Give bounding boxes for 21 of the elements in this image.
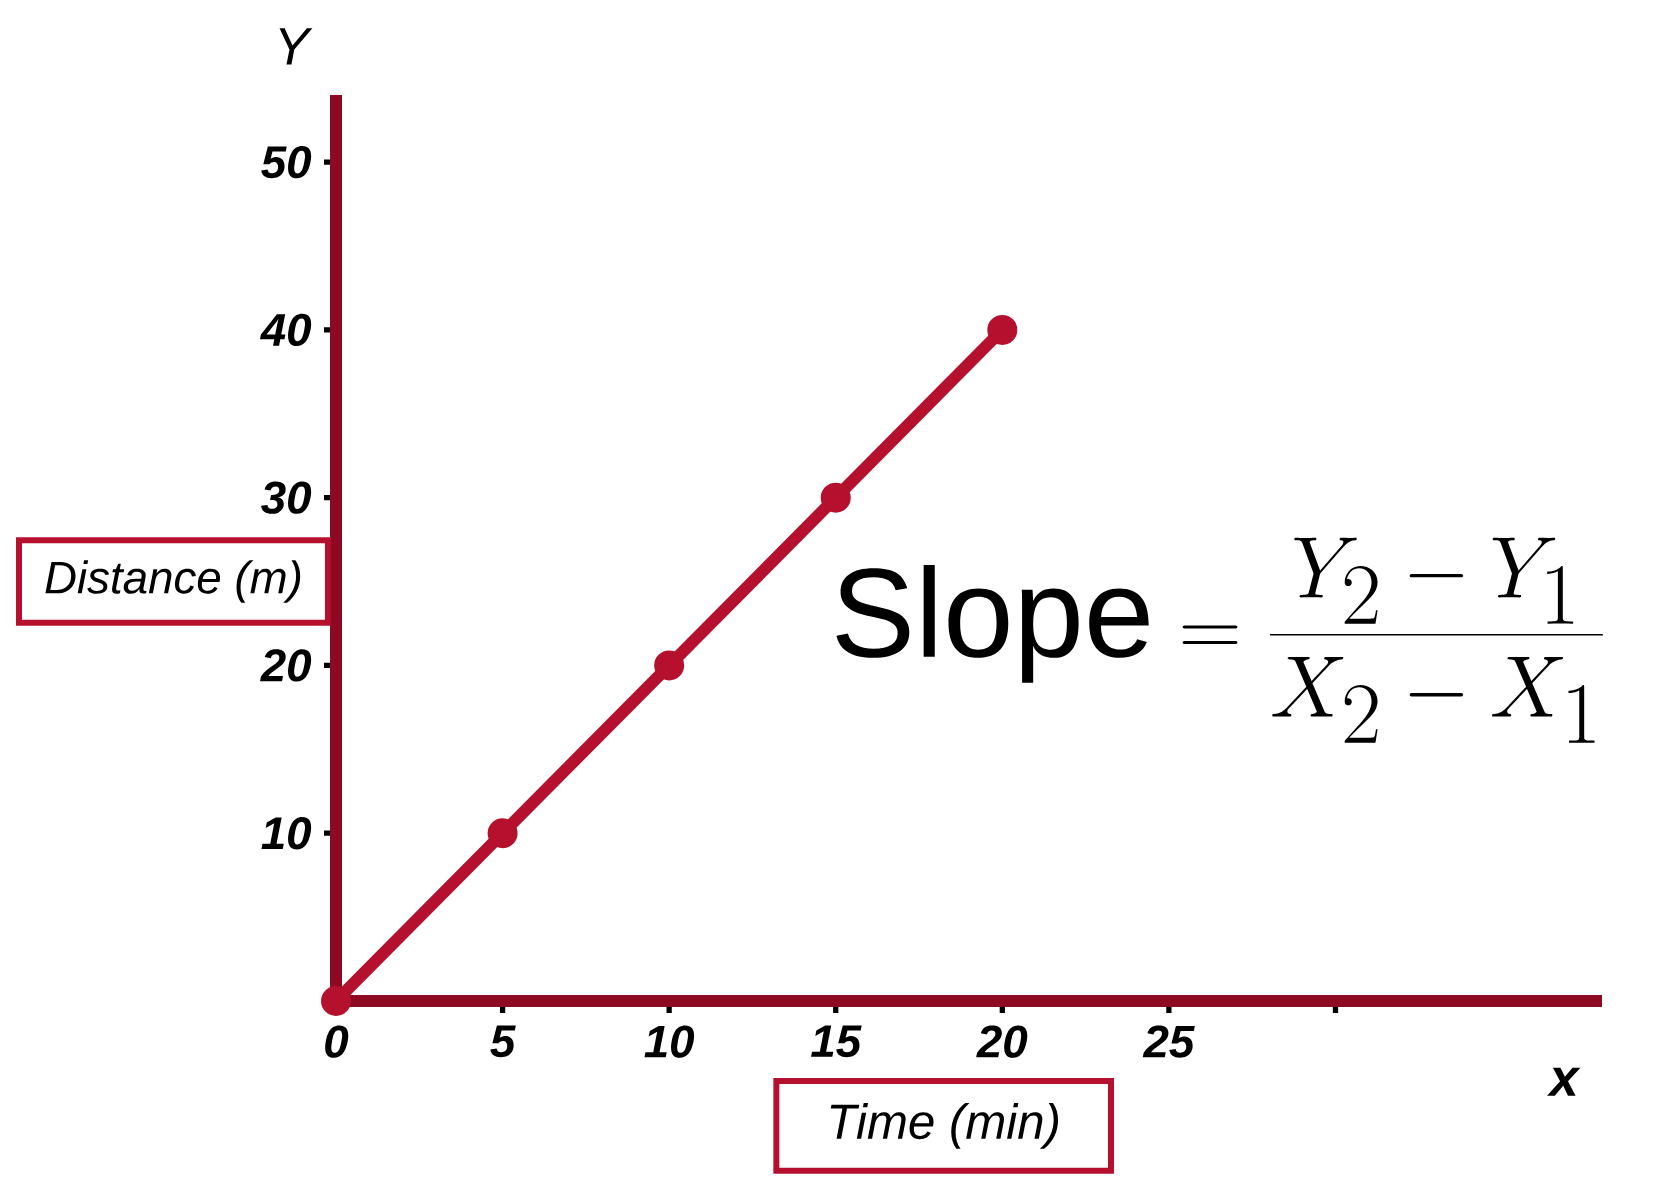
point	[487, 818, 518, 849]
x-axis-title: Time (min)	[830, 1103, 1059, 1149]
point	[820, 482, 851, 513]
point	[654, 650, 685, 681]
x-tick-label: 20	[976, 1025, 1028, 1058]
point	[987, 314, 1018, 345]
x-tick-label: 0	[325, 1025, 349, 1058]
x-tick-label: 15	[811, 1025, 862, 1058]
y-tick-label: 30	[261, 481, 312, 514]
y-tick-label: 50	[261, 145, 312, 179]
y-axis-title: Distance (m)	[45, 560, 301, 603]
text: Y	[279, 28, 313, 65]
point	[321, 986, 351, 1016]
y-tick-label: 20	[260, 649, 312, 682]
x-tick-label: 5	[490, 1025, 516, 1058]
x-tick-label: 10	[644, 1025, 695, 1058]
annotation: $\mathrm{Slope} = \frac{Y_2-Y_1}{X_2-X_1}$	[836, 537, 1603, 743]
text: x	[1547, 1067, 1581, 1096]
y-tick-label: 40	[259, 313, 312, 347]
y-tick-label: 10	[261, 817, 312, 850]
x-tick-label: 25	[1142, 1025, 1195, 1058]
